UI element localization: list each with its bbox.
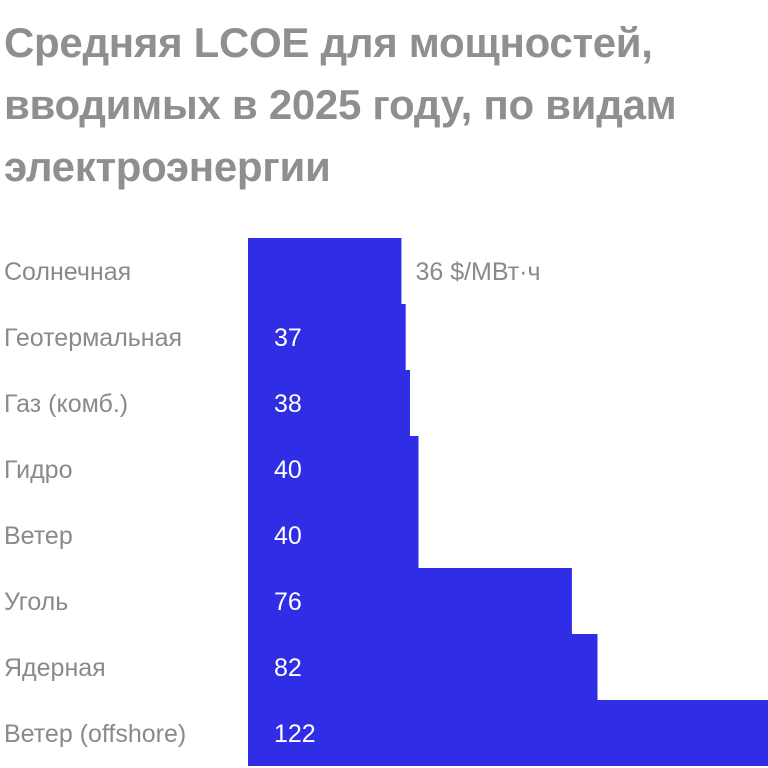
bars-group bbox=[248, 238, 768, 766]
bar-2 bbox=[248, 370, 410, 436]
value-label: 82 bbox=[274, 654, 302, 682]
labels-group: Солнечная 36 $/МВт·ч Геотермальная 37 Газ (к… bbox=[4, 258, 541, 748]
bar-chart: Солнечная 36 $/МВт·ч Геотермальная 37 Газ (к… bbox=[4, 238, 768, 766]
value-label: 40 bbox=[274, 522, 302, 550]
bar-4 bbox=[248, 502, 419, 568]
category-label: Ветер (offshore) bbox=[4, 720, 186, 748]
category-label: Газ (комб.) bbox=[4, 390, 128, 418]
bar-6 bbox=[248, 634, 598, 700]
value-label: 38 bbox=[274, 390, 302, 418]
category-label: Солнечная bbox=[4, 258, 131, 286]
bar-5 bbox=[248, 568, 572, 634]
bar-0 bbox=[248, 238, 402, 304]
value-label: 122 bbox=[274, 720, 316, 748]
value-label: 36 $/МВт·ч bbox=[415, 258, 540, 286]
category-label: Ветер bbox=[4, 522, 73, 550]
bar-1 bbox=[248, 304, 406, 370]
category-label: Гидро bbox=[4, 456, 73, 484]
value-label: 76 bbox=[274, 588, 302, 616]
value-label: 37 bbox=[274, 324, 302, 352]
value-label: 40 bbox=[274, 456, 302, 484]
chart-title: Средняя LCOE для мощностей, вводимых в 2… bbox=[4, 19, 677, 190]
category-label: Уголь bbox=[4, 588, 68, 616]
category-label: Ядерная bbox=[4, 654, 106, 682]
bar-3 bbox=[248, 436, 419, 502]
category-label: Геотермальная bbox=[4, 324, 182, 352]
bar-7 bbox=[248, 700, 768, 766]
